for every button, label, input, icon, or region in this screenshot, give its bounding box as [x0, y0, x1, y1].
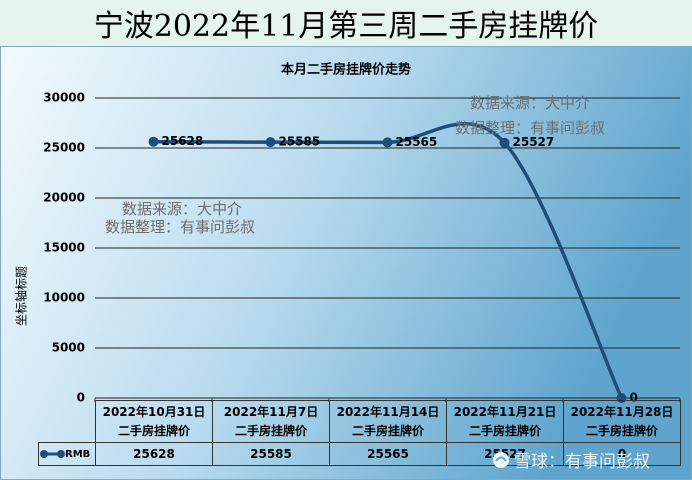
- point: [499, 137, 510, 148]
- table-category: 2022年11月7日 二手房挂牌价: [212, 400, 330, 443]
- banner-title: 宁波2022年11月第三周二手房挂牌价: [0, 0, 692, 46]
- table-value: 25628: [95, 442, 213, 466]
- table-value: 0: [563, 442, 681, 466]
- chart-title: 本月二手房挂牌价走势: [281, 62, 411, 78]
- legend-label: RMB: [65, 449, 91, 460]
- table-category: 2022年10月31日 二手房挂牌价: [95, 400, 213, 443]
- point: [148, 136, 159, 147]
- table-value: 25565: [329, 442, 447, 466]
- data-label: 25565: [396, 135, 438, 149]
- table-category: 2022年11月21日 二手房挂牌价: [446, 400, 564, 443]
- watermark: 数据整理：有事问彭叔: [105, 218, 256, 236]
- y-tick-label: 5000: [52, 341, 85, 355]
- y-tick-label: 20000: [43, 191, 85, 205]
- legend-marker: [40, 450, 48, 458]
- data-label: 25628: [162, 134, 204, 148]
- y-axis-title: 坐标轴标题: [14, 266, 29, 326]
- y-tick-label: 30000: [43, 91, 85, 105]
- watermark: 数据整理：有事问彭叔: [455, 119, 606, 137]
- y-tick-label: 0: [77, 391, 85, 405]
- table-value: 25585: [212, 442, 330, 466]
- table-category: 2022年11月28日 二手房挂牌价: [563, 400, 681, 443]
- plot-area: 0 5000 10000 15000 20000 25000 30000 25628 25585…: [43, 91, 681, 405]
- point: [382, 137, 393, 148]
- watermark: 数据来源：大中介: [122, 200, 243, 218]
- legend-key: [40, 450, 65, 458]
- table-corner: [38, 400, 96, 443]
- y-tick-label: 15000: [43, 241, 85, 255]
- legend-marker: [57, 450, 65, 458]
- logo: [493, 451, 509, 468]
- data-label: 25527: [513, 135, 555, 149]
- table-category: 2022年11月14日 二手房挂牌价: [329, 400, 447, 443]
- y-tick-label: 10000: [43, 291, 85, 305]
- data-label: 0: [630, 391, 638, 405]
- data-label: 25585: [279, 135, 321, 149]
- legend-entry: RMB: [38, 442, 96, 466]
- watermark: 数据来源：大中介: [470, 94, 591, 112]
- point: [265, 137, 276, 148]
- watermark: 雪球：有事问彭叔: [514, 452, 650, 472]
- y-tick-label: 25000: [43, 141, 85, 155]
- watermark-box: 雪球：有事问彭叔: [492, 447, 650, 472]
- line: [153, 122, 624, 399]
